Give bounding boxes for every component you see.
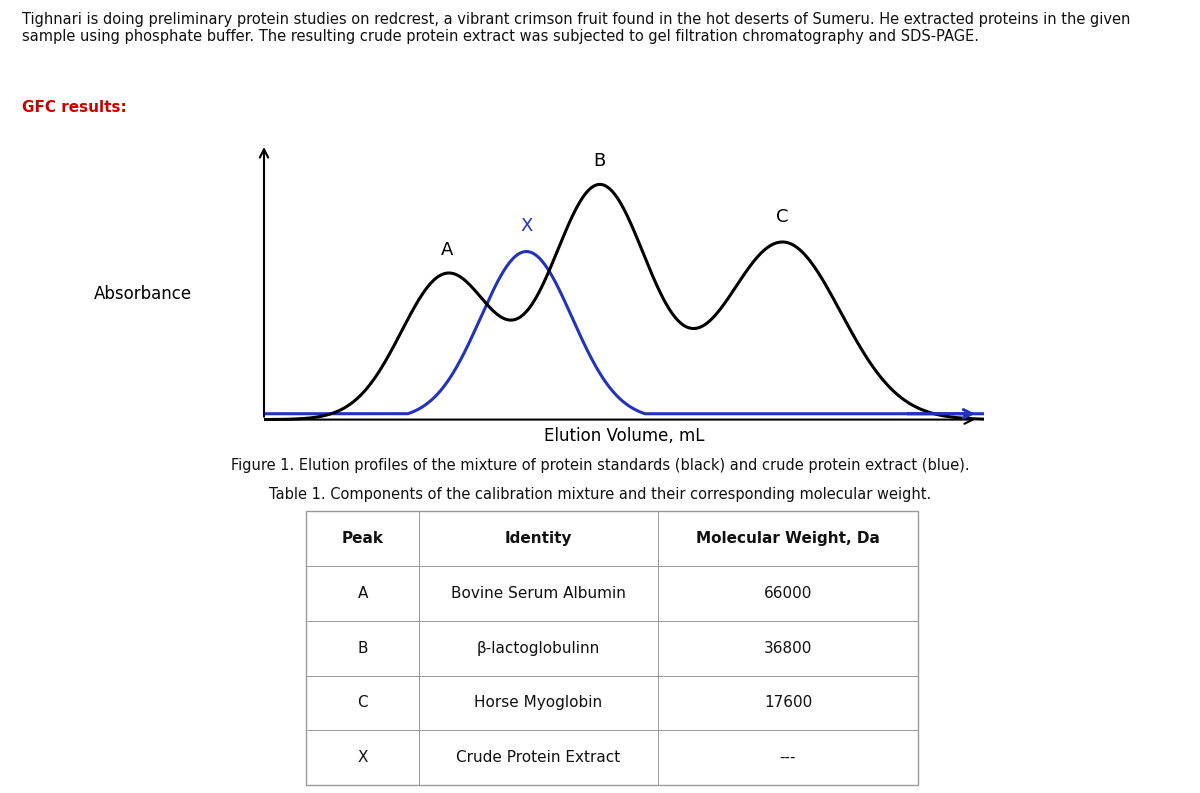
Text: B: B	[358, 641, 368, 656]
Text: A: A	[358, 586, 367, 601]
Text: Peak: Peak	[342, 531, 384, 546]
Text: Bovine Serum Albumin: Bovine Serum Albumin	[451, 586, 626, 601]
Text: 66000: 66000	[763, 586, 812, 601]
Text: Molecular Weight, Da: Molecular Weight, Da	[696, 531, 880, 546]
Text: B: B	[594, 151, 606, 170]
Text: Elution Volume, mL: Elution Volume, mL	[544, 427, 704, 445]
Text: C: C	[776, 208, 788, 226]
Text: 36800: 36800	[763, 641, 812, 656]
Text: Tighnari is doing preliminary protein studies on redcrest, a vibrant crimson fru: Tighnari is doing preliminary protein st…	[22, 12, 1130, 44]
Text: ---: ---	[780, 750, 797, 765]
Text: GFC results:: GFC results:	[22, 101, 126, 115]
Text: 17600: 17600	[764, 695, 812, 711]
Text: C: C	[358, 695, 368, 711]
Text: Identity: Identity	[505, 531, 572, 546]
Text: A: A	[440, 240, 454, 259]
Text: Absorbance: Absorbance	[94, 285, 192, 303]
Text: X: X	[358, 750, 368, 765]
Text: β-lactoglobulinn: β-lactoglobulinn	[476, 641, 600, 656]
Text: Crude Protein Extract: Crude Protein Extract	[456, 750, 620, 765]
Text: Table 1. Components of the calibration mixture and their corresponding molecular: Table 1. Components of the calibration m…	[269, 487, 931, 502]
Text: Figure 1. Elution profiles of the mixture of protein standards (black) and crude: Figure 1. Elution profiles of the mixtur…	[230, 458, 970, 473]
Text: Horse Myoglobin: Horse Myoglobin	[474, 695, 602, 711]
Text: X: X	[520, 217, 533, 236]
